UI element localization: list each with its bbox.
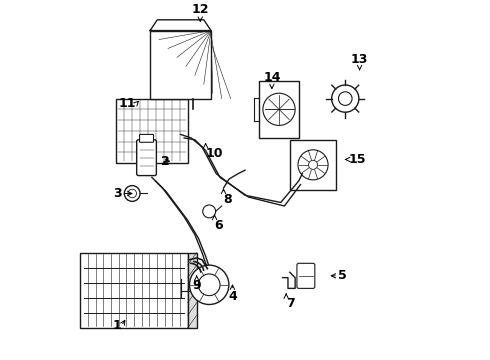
Text: 3: 3 [113, 187, 122, 200]
Bar [80, 253, 188, 328]
Text: 11: 11 [118, 98, 136, 111]
Bar [188, 253, 196, 328]
Circle shape [298, 150, 328, 180]
Text: 8: 8 [223, 193, 232, 207]
Bar [116, 99, 188, 163]
FancyBboxPatch shape [140, 134, 153, 142]
Text: 5: 5 [338, 269, 347, 282]
Circle shape [190, 265, 229, 305]
Circle shape [309, 160, 318, 169]
Circle shape [263, 93, 295, 125]
Text: 10: 10 [206, 147, 223, 160]
Text: 9: 9 [193, 279, 201, 292]
Text: 7: 7 [286, 297, 295, 310]
Text: 4: 4 [228, 290, 237, 303]
Text: 12: 12 [192, 3, 209, 16]
Text: 15: 15 [349, 153, 367, 166]
Bar [150, 31, 211, 99]
Circle shape [332, 85, 359, 112]
Text: 2: 2 [161, 155, 170, 168]
Circle shape [203, 205, 216, 218]
Text: 14: 14 [263, 71, 281, 84]
Circle shape [124, 186, 140, 201]
Bar [290, 140, 336, 190]
FancyBboxPatch shape [137, 140, 156, 176]
Text: 1: 1 [113, 319, 122, 333]
Text: 13: 13 [351, 53, 368, 66]
Text: 6: 6 [215, 219, 223, 231]
FancyBboxPatch shape [297, 263, 315, 288]
Circle shape [198, 274, 220, 296]
Circle shape [339, 92, 352, 105]
Bar [259, 81, 299, 138]
Circle shape [128, 189, 137, 198]
